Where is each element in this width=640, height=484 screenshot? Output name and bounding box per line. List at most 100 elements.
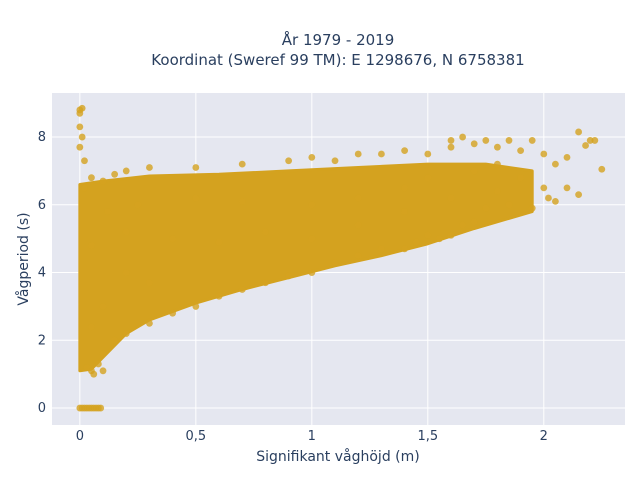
data-point (459, 221, 467, 229)
data-point (401, 184, 409, 192)
data-point (88, 174, 95, 182)
data-point (582, 142, 589, 149)
data-point (401, 147, 409, 154)
data-point (146, 164, 153, 171)
data-point (528, 137, 536, 144)
data-point (192, 194, 200, 202)
data-point (99, 303, 107, 310)
data-point (78, 133, 86, 141)
tick-labels: 0 0,5 1 1,5 2 0 2 4 6 8 (38, 130, 548, 444)
data-point (378, 245, 385, 253)
data-point (99, 177, 107, 185)
data-point (238, 198, 246, 205)
y-tick-label: 4 (38, 266, 46, 281)
data-point (552, 198, 559, 205)
data-point (517, 174, 525, 182)
data-point (192, 164, 200, 171)
chart-subtitle: Koordinat (Sweref 99 TM): E 1298676, N 6… (151, 51, 524, 69)
data-point (146, 279, 153, 287)
x-tick-label: 1 (308, 429, 316, 444)
data-point (459, 133, 467, 141)
data-point (494, 143, 501, 151)
data-point (563, 153, 571, 161)
data-point (552, 160, 559, 168)
x-tick-label: 0 (76, 429, 84, 444)
data-point (505, 201, 513, 209)
density-band (78, 162, 534, 373)
data-point (436, 235, 443, 243)
data-point (494, 160, 501, 168)
data-point (308, 269, 316, 276)
data-point (401, 208, 409, 215)
data-point (424, 174, 432, 182)
data-point (470, 218, 478, 226)
data-point (90, 370, 98, 378)
data-point (83, 364, 91, 371)
data-point (308, 201, 316, 209)
data-point (482, 137, 490, 144)
x-axis-title: Signifikant våghöjd (m) (256, 448, 419, 465)
data-point (169, 235, 177, 243)
y-tick-label: 6 (38, 198, 46, 213)
data-point (78, 104, 86, 112)
data-point (545, 194, 552, 202)
data-point (447, 137, 455, 144)
data-point (104, 208, 112, 215)
data-point (447, 194, 455, 202)
data-point (169, 309, 177, 317)
data-point (262, 228, 269, 236)
data-point (354, 252, 362, 260)
data-point (575, 191, 583, 199)
data-point (412, 238, 420, 246)
data-point (540, 150, 548, 158)
data-point (111, 170, 119, 178)
data-point (308, 235, 316, 243)
data-point (401, 245, 409, 253)
data-point (331, 258, 339, 266)
data-point (99, 367, 107, 375)
data-point (88, 242, 95, 249)
data-point (76, 143, 84, 151)
data-point (563, 184, 571, 192)
data-point (76, 109, 84, 117)
data-point (122, 269, 130, 276)
data-point (517, 147, 525, 154)
data-point (482, 204, 490, 212)
data-point (215, 238, 223, 246)
density-region (78, 162, 534, 373)
data-point (354, 221, 362, 229)
data-point (146, 319, 153, 327)
data-point (528, 204, 536, 212)
data-point (470, 140, 478, 148)
data-point (591, 137, 599, 144)
data-point (354, 150, 362, 158)
data-point (238, 286, 246, 293)
data-point (76, 123, 84, 131)
data-point (378, 150, 385, 158)
data-point (192, 303, 200, 310)
data-point (97, 404, 105, 412)
data-point (598, 165, 606, 173)
data-point (99, 350, 107, 358)
data-point (122, 167, 130, 175)
data-point (81, 184, 88, 192)
data-point (354, 194, 362, 202)
data-point (331, 157, 339, 165)
y-tick-label: 2 (38, 333, 46, 348)
y-tick-label: 8 (38, 130, 46, 145)
chart-title: År 1979 - 2019 (282, 30, 395, 49)
data-point (308, 153, 316, 161)
data-point (494, 187, 501, 195)
data-point (94, 360, 102, 368)
data-point (122, 228, 130, 236)
data-point (505, 137, 513, 144)
y-tick-label: 0 (38, 401, 46, 416)
data-point (447, 143, 455, 151)
data-point (215, 292, 223, 300)
data-point (424, 231, 432, 239)
data-point (262, 279, 269, 287)
data-point (540, 184, 548, 192)
data-point (88, 323, 95, 331)
